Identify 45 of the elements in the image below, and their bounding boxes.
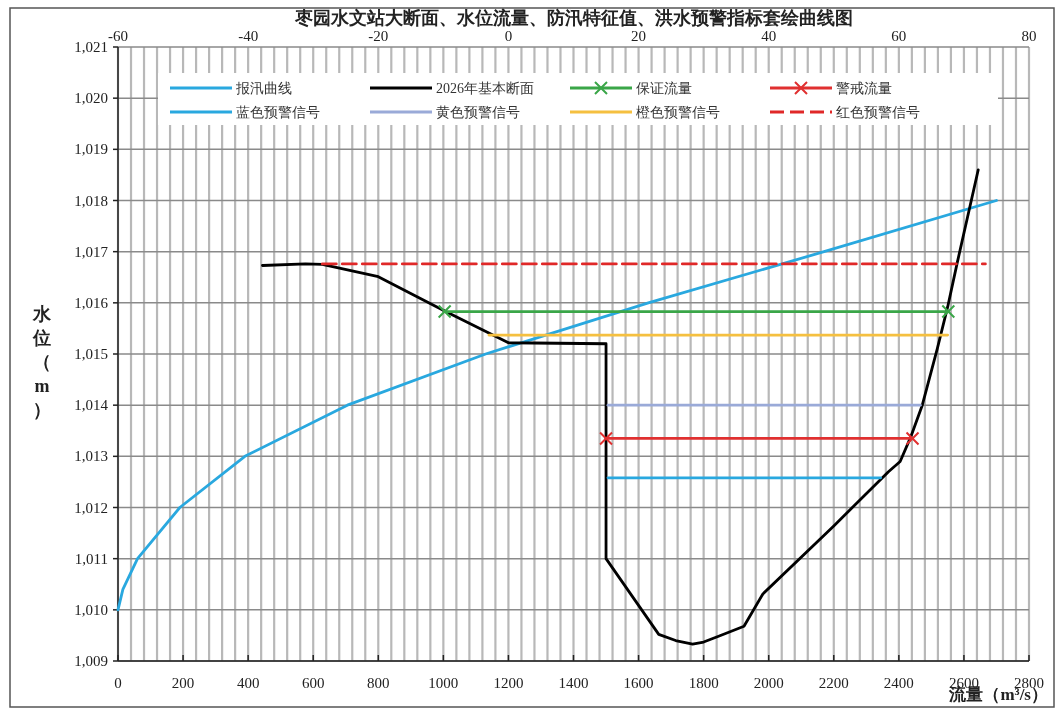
x2-tick-label: 80: [1021, 28, 1037, 44]
legend-label: 红色预警信号: [836, 105, 920, 120]
y-tick-label: 1,020: [74, 90, 108, 107]
x-tick-label: 200: [171, 675, 195, 691]
x2-tick-label: 60: [891, 28, 907, 44]
x2-tick-label: -20: [368, 28, 389, 44]
y-tick-label: 1,017: [74, 243, 109, 260]
y-axis-title: 水位（m）: [32, 304, 52, 420]
x2-tick-label: -40: [238, 28, 259, 44]
legend-label: 2026年基本断面: [436, 81, 534, 96]
x-tick-label: 2000: [753, 675, 784, 691]
y-tick-label: 1,012: [74, 499, 108, 516]
x2-tick-label: 40: [761, 28, 777, 44]
x-tick-label: 800: [367, 675, 390, 691]
x-tick-label: 2400: [883, 675, 914, 691]
x-tick-label: 2200: [818, 675, 849, 691]
x-tick-label: 400: [236, 675, 260, 691]
x2-tick-label: 0: [504, 28, 513, 44]
y-tick-label: 1,016: [74, 294, 109, 311]
x-tick-label: 1200: [493, 675, 524, 691]
x-tick-label: 1400: [558, 675, 589, 691]
legend-label: 保证流量: [636, 81, 692, 96]
y-tick-label: 1,015: [74, 346, 108, 362]
y-tick-label: 1,018: [74, 192, 108, 209]
legend-label: 蓝色预警信号: [236, 105, 320, 120]
x-tick-label: 1800: [688, 675, 719, 691]
x2-tick-label: -60: [108, 28, 128, 44]
y-tick-label: 1,011: [74, 550, 108, 567]
legend-label: 黄色预警信号: [436, 105, 520, 120]
legend-label: 橙色预警信号: [636, 105, 720, 120]
legend-label: 警戒流量: [836, 81, 892, 96]
y-tick-label: 1,021: [74, 39, 108, 55]
y-tick-label: 1,019: [74, 141, 108, 158]
x-tick-label: 0: [114, 675, 122, 691]
x2-tick-label: 20: [631, 28, 647, 44]
y-tick-label: 1,013: [74, 448, 108, 465]
chart-title: 枣园水文站大断面、水位流量、防汛特征值、洪水预警指标套绘曲线图: [293, 8, 853, 28]
x-tick-label: 1000: [428, 675, 459, 691]
y-tick-label: 1,009: [74, 653, 108, 669]
legend-label: 报汛曲线: [235, 81, 292, 96]
x-tick-label: 1600: [623, 675, 654, 691]
line-series: [116, 199, 998, 612]
y-tick-label: 1,010: [74, 601, 108, 618]
y-tick-label: 1,014: [74, 397, 109, 414]
x-tick-label: 600: [301, 675, 325, 691]
